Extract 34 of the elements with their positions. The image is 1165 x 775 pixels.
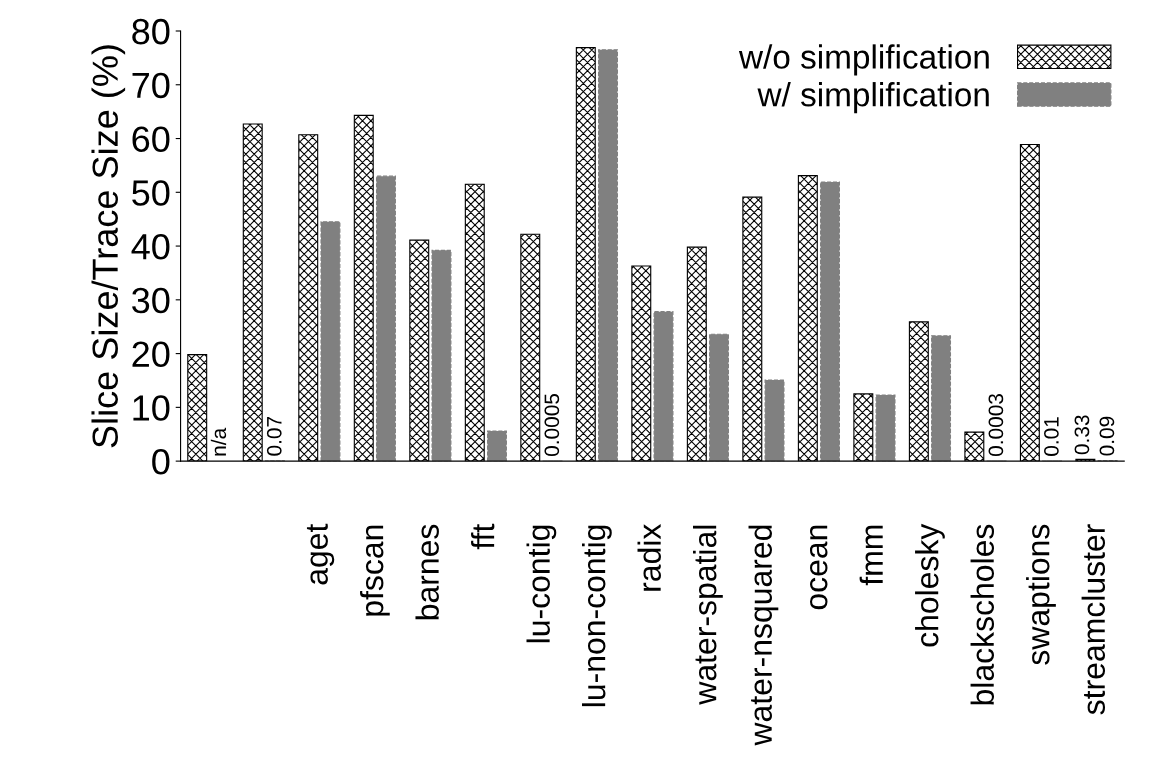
y-tick-label: 0 [152, 448, 170, 475]
x-tick-label: water-nsquared [748, 525, 779, 746]
x-tick-label: ocean [810, 525, 828, 610]
x-tick-label: lu-contig [526, 525, 557, 643]
y-tick-label: 60 [132, 126, 170, 152]
data-label: 0.07 [266, 416, 282, 456]
y-tick-label: 50 [132, 180, 170, 206]
y-tick-label: 80 [132, 18, 170, 45]
data-label: 0.33 [1074, 415, 1090, 455]
x-tick-label: water-spatial [693, 525, 723, 705]
legend-label: w/o simplification [738, 44, 989, 76]
y-axis-title: Slice Size/Trace Size (%) [91, 45, 126, 448]
y-tick-label: 30 [132, 287, 170, 314]
x-tick-label: fft [471, 523, 495, 550]
y-tick-label: 10 [133, 395, 170, 421]
text: n/a [210, 427, 227, 456]
x-tick-label: streamcluster [1081, 524, 1106, 715]
x-tick-label: barnes [415, 524, 439, 620]
x-tick-label: radix [637, 523, 661, 591]
data-label: 0.01 [1044, 417, 1059, 456]
y-tick-label: 40 [131, 233, 170, 260]
x-tick-label: swaptions [1026, 524, 1056, 665]
x-tick-label: aget [306, 523, 335, 585]
x-tick-label: pfscan [360, 525, 390, 616]
y-tick-label: 70 [132, 72, 170, 99]
legend-label: w/ simplification [757, 82, 989, 114]
data-label: 0.0003 [988, 394, 1004, 457]
data-label: 0.0005 [544, 393, 560, 457]
x-tick-label: lu-non-contig [582, 525, 612, 707]
x-tick-label: cholesky [915, 523, 945, 647]
y-tick-label: 20 [132, 341, 170, 368]
x-tick-label: blackscholes [970, 524, 995, 705]
x-tick-label: fmm [859, 525, 883, 586]
data-label: 0.09 [1099, 416, 1115, 456]
